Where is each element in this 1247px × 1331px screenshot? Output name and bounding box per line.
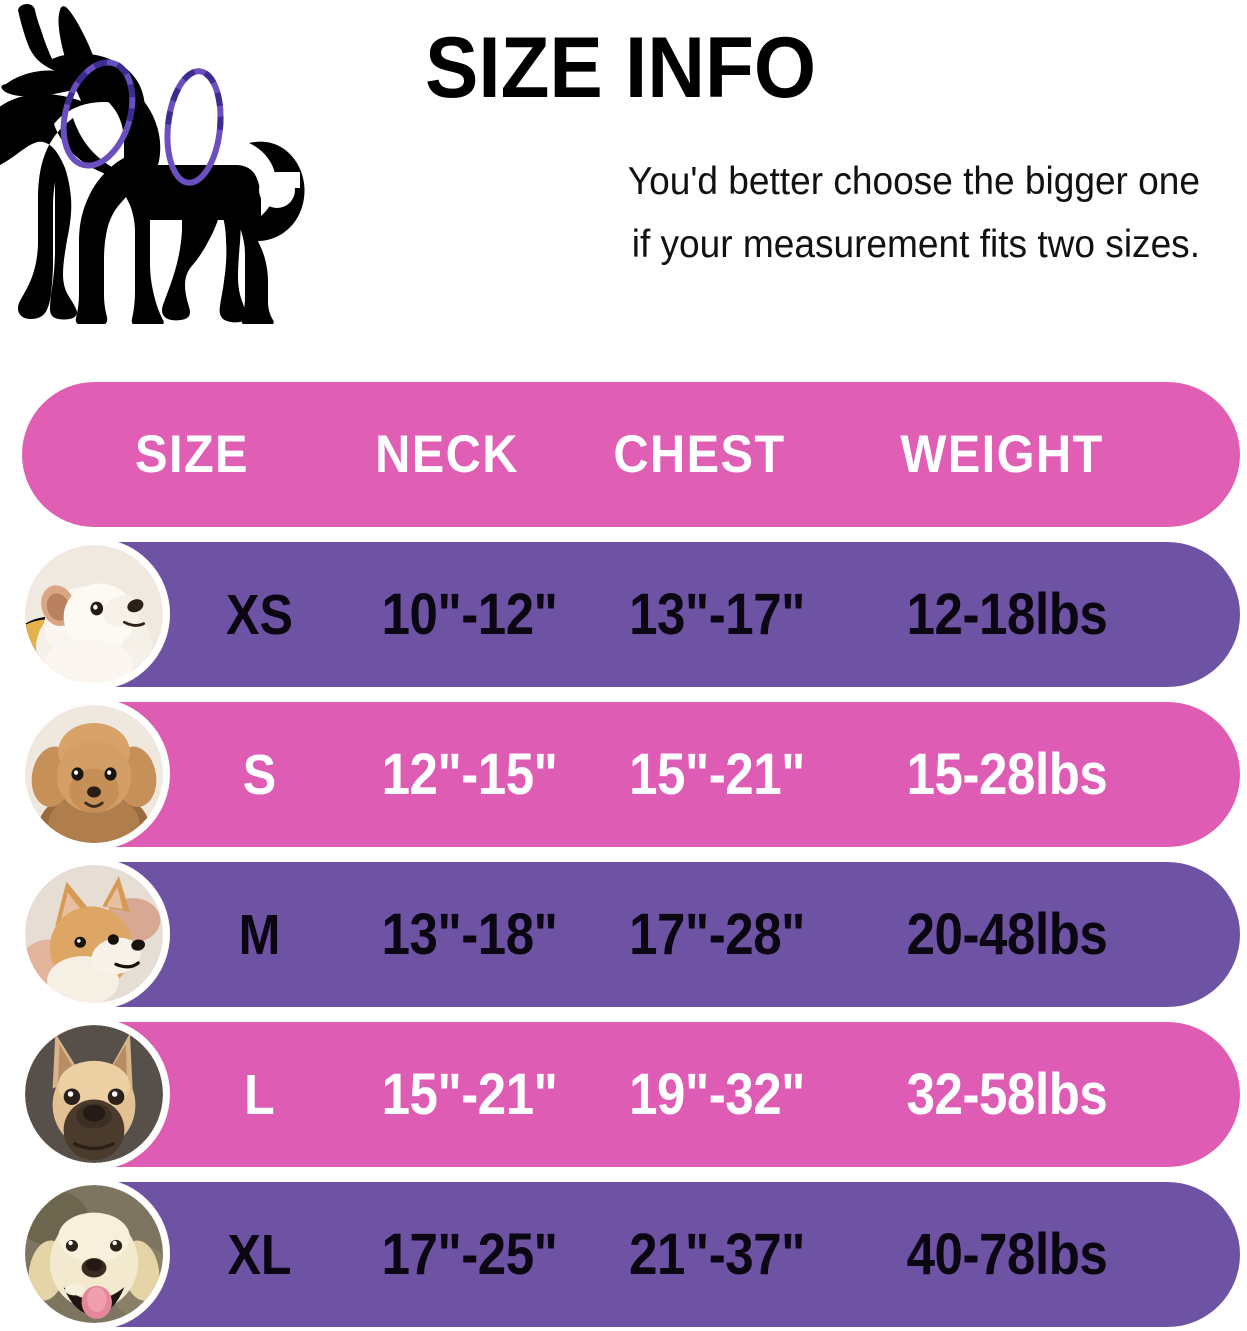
neck-measurement-ring	[60, 59, 136, 169]
table-row: S 12"-15" 15"-21" 15-28lbs	[0, 698, 1247, 850]
cell-chest: 21"-37"	[629, 1222, 805, 1287]
table-row: L 15"-21" 19"-32" 32-58lbs	[0, 1018, 1247, 1170]
cell-size: M	[238, 902, 281, 967]
cell-weight: 12-18lbs	[906, 582, 1108, 647]
page-subtitle: You'd better choose the bigger one if yo…	[464, 114, 1200, 276]
cell-size: XS	[226, 582, 293, 647]
subtitle-line-1: You'd better choose the bigger one	[627, 160, 1200, 203]
column-header-neck: NECK	[375, 425, 519, 484]
cell-weight: 32-58lbs	[906, 1062, 1108, 1127]
row-cells: S 12"-15" 15"-21" 15-28lbs	[22, 702, 1240, 847]
table-row: XS 10"-12" 13"-17" 12-18lbs	[0, 538, 1247, 690]
size-table: SIZE NECK CHEST WEIGHT	[0, 382, 1247, 1330]
row-background	[22, 542, 1240, 687]
pomeranian-photo	[18, 538, 170, 690]
chest-measurement-ring	[164, 68, 224, 186]
headline-block: SIZE INFO You'd better choose the bigger…	[425, 22, 1215, 322]
cell-size: L	[244, 1062, 275, 1127]
row-cells: XL 17"-25" 21"-37" 40-78lbs	[22, 1182, 1240, 1327]
shiba-inu-photo	[18, 858, 170, 1010]
row-background	[22, 702, 1240, 847]
cell-weight: 20-48lbs	[906, 902, 1108, 967]
column-header-size: SIZE	[135, 425, 249, 484]
column-header-weight: WEIGHT	[900, 425, 1104, 484]
cell-weight: 40-78lbs	[906, 1222, 1108, 1287]
dog-silhouette-shape	[0, 4, 247, 323]
table-header-row: SIZE NECK CHEST WEIGHT	[0, 382, 1247, 527]
header-section: SIZE INFO You'd better choose the bigger…	[0, 0, 1247, 372]
cell-weight: 15-28lbs	[906, 742, 1108, 807]
table-row: M 13"-18" 17"-28" 20-48lbs	[0, 858, 1247, 1010]
row-cells: L 15"-21" 19"-32" 32-58lbs	[22, 1022, 1240, 1167]
cell-chest: 19"-32"	[629, 1062, 805, 1127]
row-background	[22, 1182, 1240, 1327]
subtitle-line-2: if your measurement fits two sizes.	[631, 223, 1200, 266]
header-cells: SIZE NECK CHEST WEIGHT	[22, 382, 1240, 527]
header-row-background	[22, 382, 1240, 527]
labrador-photo	[18, 1178, 170, 1330]
poodle-photo	[18, 698, 170, 850]
row-background	[22, 1022, 1240, 1167]
page-title: SIZE INFO	[425, 20, 817, 116]
cell-neck: 12"-15"	[381, 742, 558, 807]
cell-chest: 17"-28"	[629, 902, 805, 967]
french-bulldog-photo	[18, 1018, 170, 1170]
row-background	[22, 862, 1240, 1007]
cell-size: S	[242, 742, 277, 807]
cell-neck: 17"-25"	[381, 1222, 558, 1287]
cell-neck: 13"-18"	[381, 902, 558, 967]
dog-measurement-diagram	[0, 2, 418, 326]
row-cells: M 13"-18" 17"-28" 20-48lbs	[22, 862, 1240, 1007]
cell-neck: 10"-12"	[381, 582, 558, 647]
row-cells: XS 10"-12" 13"-17" 12-18lbs	[22, 542, 1240, 687]
table-row: XL 17"-25" 21"-37" 40-78lbs	[0, 1178, 1247, 1330]
cell-chest: 13"-17"	[629, 582, 805, 647]
column-header-chest: CHEST	[613, 425, 786, 484]
cell-size: XL	[227, 1222, 292, 1287]
cell-neck: 15"-21"	[381, 1062, 558, 1127]
cell-chest: 15"-21"	[629, 742, 805, 807]
